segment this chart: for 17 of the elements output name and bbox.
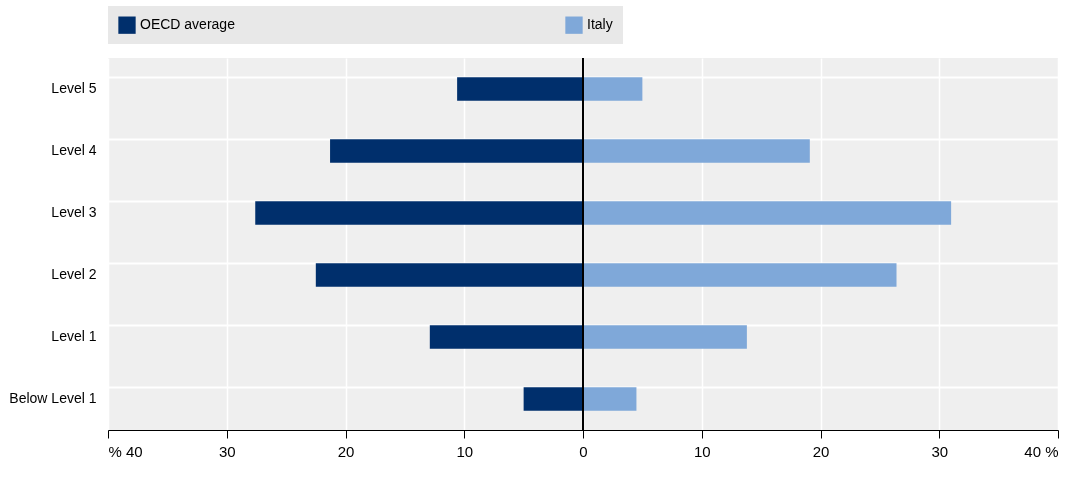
x-tick-label: 0 [579,442,588,460]
y-tick-label: Level 1 [51,328,97,344]
y-tick-label: Level 3 [51,204,97,220]
y-tick-label: Level 5 [51,80,97,96]
x-tick-label: 10 [693,442,711,460]
x-tick-label: 40 % [1024,442,1059,460]
x-tick-label: 20 [812,442,830,460]
x-tick-label: % 40 [108,442,143,460]
legend-label: OECD average [140,16,236,33]
y-tick-label: Below Level 1 [9,390,97,406]
y-tick-label: Level 4 [51,142,97,158]
x-tick-label: 30 [218,442,236,460]
y-tick-label: Level 2 [51,266,97,282]
x-tick-label: 30 [931,442,949,460]
legend-label: Italy [587,16,613,33]
x-tick-label: 10 [456,442,474,460]
x-tick-label: 20 [337,442,355,460]
